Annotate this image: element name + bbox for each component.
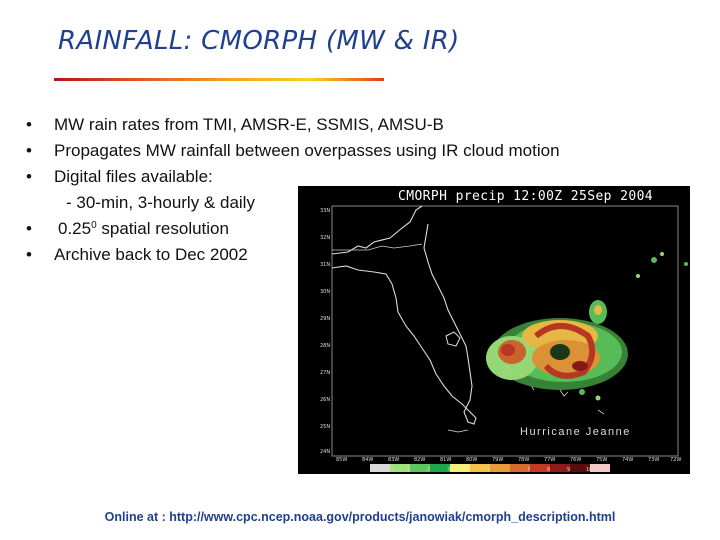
- bullet-marker: •: [26, 115, 32, 134]
- colorbar-label: 0.5: [386, 467, 394, 473]
- latitude-label: 32N: [320, 235, 331, 241]
- colorbar-swatch: [510, 464, 530, 472]
- latitude-label: 30N: [320, 289, 331, 295]
- longitude-label: 72W: [670, 457, 682, 463]
- latitude-label: 28N: [320, 343, 331, 349]
- slide-title: RAINFALL: CMORPH (MW & IR): [58, 26, 460, 56]
- colorbar-swatch: [450, 464, 470, 472]
- longitude-label: 85W: [336, 457, 348, 463]
- bullet-item: • 0.250 spatial resolution: [26, 216, 706, 242]
- colorbar-swatch: [390, 464, 410, 472]
- colorbar-swatch: [590, 464, 610, 472]
- longitude-label: 73W: [648, 457, 660, 463]
- sub-bullet-item: - 30-min, 3-hourly & daily: [26, 190, 706, 216]
- sub-bullet-text: - 30-min, 3-hourly & daily: [66, 193, 255, 212]
- lake-outline: [445, 331, 461, 347]
- longitude-label: 80W: [466, 457, 478, 463]
- longitude-label: 74W: [622, 457, 634, 463]
- colorbar-swatch: [550, 464, 570, 472]
- bullet-item: • MW rain rates from TMI, AMSR-E, SSMIS,…: [26, 112, 706, 138]
- map-frame: [331, 205, 679, 457]
- latitude-label: 26N: [320, 397, 331, 403]
- longitude-label: 82W: [414, 457, 426, 463]
- colorbar-label: 8: [547, 467, 551, 473]
- colorbar-label: 9: [567, 467, 571, 473]
- resolution-value: 0.25: [58, 219, 92, 238]
- colorbar-swatch: [470, 464, 490, 472]
- degree-superscript: 0: [91, 220, 97, 231]
- longitude-label: 76W: [570, 457, 582, 463]
- bullet-marker: •: [26, 141, 32, 160]
- latitude-label: 29N: [320, 316, 331, 322]
- source-url-footer: Online at : http://www.cpc.ncep.noaa.gov…: [104, 510, 616, 524]
- longitude-label: 77W: [544, 457, 556, 463]
- colorbar-label: 5: [487, 467, 491, 473]
- bullet-marker: •: [26, 167, 32, 186]
- map-graphic: [331, 205, 688, 457]
- colorbar-swatch: [370, 464, 390, 472]
- bullet-marker: •: [26, 245, 32, 264]
- map-title: CMORPH precip 12:00Z 25Sep 2004: [398, 189, 654, 204]
- longitude-label: 81W: [440, 457, 452, 463]
- longitude-label: 75W: [596, 457, 608, 463]
- bullet-text: Digital files available:: [54, 167, 213, 186]
- colorbar-label: 4: [467, 467, 471, 473]
- longitude-label: 83W: [388, 457, 400, 463]
- colorbar-label: 2: [427, 467, 431, 473]
- colorbar-label: 10: [586, 467, 593, 473]
- bullet-marker: •: [26, 219, 32, 238]
- state-border: [332, 243, 423, 251]
- storm-name-label: Hurricane Jeanne: [520, 426, 631, 438]
- precip-colorbar: [370, 464, 610, 472]
- latitude-label: 33N: [320, 208, 331, 214]
- colorbar-swatch: [410, 464, 430, 472]
- longitude-label: 84W: [362, 457, 374, 463]
- bullet-text: Propagates MW rainfall between overpasse…: [54, 141, 560, 160]
- latitude-label: 25N: [320, 424, 331, 430]
- longitude-label: 79W: [492, 457, 504, 463]
- bullet-text: 0.250 spatial resolution: [54, 219, 229, 238]
- title-underline: [54, 78, 384, 81]
- resolution-label: spatial resolution: [96, 219, 229, 238]
- colorbar-label: 3: [447, 467, 451, 473]
- latitude-label: 24N: [320, 449, 331, 455]
- latitude-label: 27N: [320, 370, 331, 376]
- precipitation-map: CMORPH precip 12:00Z 25Sep 2004: [298, 186, 690, 474]
- colorbar-swatch: [530, 464, 550, 472]
- bullet-item: • Archive back to Dec 2002: [26, 242, 706, 268]
- florida-keys: [447, 429, 469, 433]
- latitude-label: 31N: [320, 262, 331, 268]
- bullet-item: • Propagates MW rainfall between overpas…: [26, 138, 706, 164]
- colorbar-label: 7: [527, 467, 531, 473]
- bullet-text: MW rain rates from TMI, AMSR-E, SSMIS, A…: [54, 115, 444, 134]
- colorbar-swatch: [570, 464, 590, 472]
- hurricane-rain-field: [486, 252, 688, 401]
- coastline-outline: [331, 205, 477, 425]
- colorbar-swatch: [490, 464, 510, 472]
- bullet-list: • MW rain rates from TMI, AMSR-E, SSMIS,…: [26, 112, 706, 268]
- bullet-item: • Digital files available:: [26, 164, 706, 190]
- bullet-text: Archive back to Dec 2002: [54, 245, 248, 264]
- longitude-label: 78W: [518, 457, 530, 463]
- colorbar-swatch: [430, 464, 450, 472]
- colorbar-label: 1: [407, 467, 411, 473]
